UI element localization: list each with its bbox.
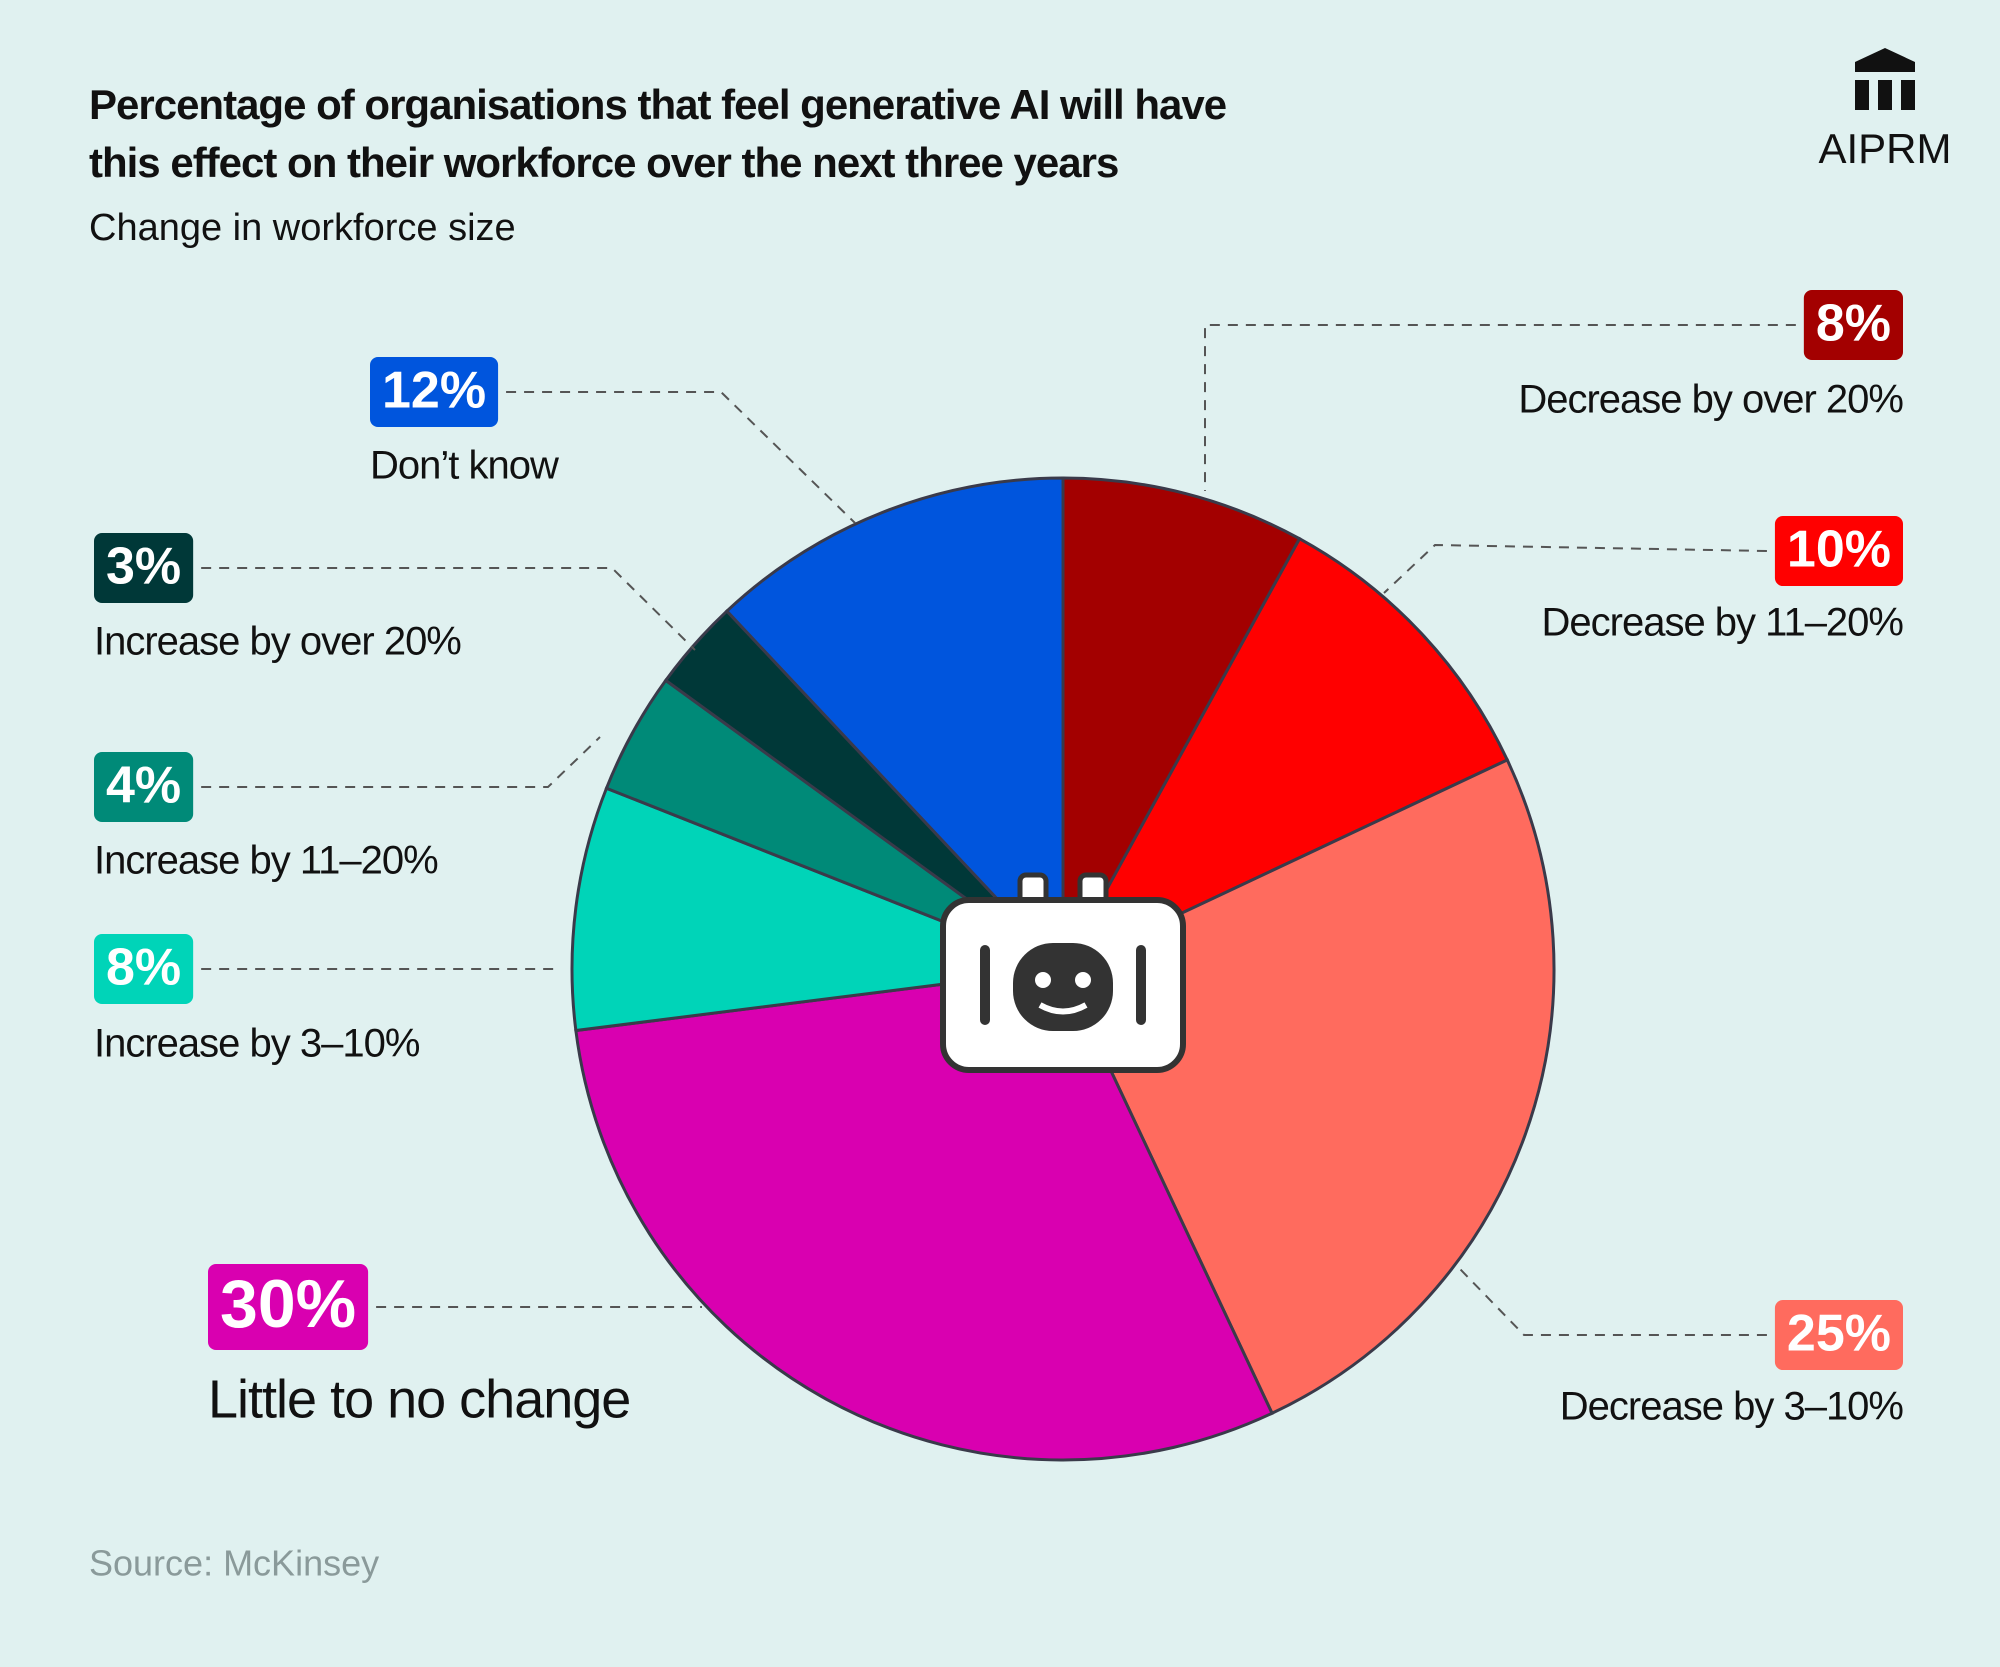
category-label: Little to no change — [208, 1369, 630, 1429]
value-label: 4% — [106, 757, 181, 815]
value-label-box — [1774, 516, 1903, 586]
value-label-box — [94, 533, 194, 603]
pie-slice — [574, 967, 1275, 1462]
value-label-box — [208, 1264, 369, 1350]
logo-icon — [1855, 48, 1915, 110]
value-label-box — [1774, 1300, 1903, 1370]
category-label: Increase by 3–10% — [94, 1022, 420, 1066]
value-label: 30% — [220, 1266, 356, 1342]
leader-line — [1383, 543, 1767, 594]
value-label: 10% — [1787, 521, 1891, 579]
chart-subtitle: Change in workforce size — [89, 207, 516, 249]
chart-title: Percentage of organisations that feel ge… — [89, 81, 1226, 128]
category-label: Decrease by 3–10% — [1560, 1385, 1904, 1429]
value-label: 12% — [382, 362, 486, 420]
category-label: Increase by 11–20% — [94, 839, 438, 883]
category-label: Increase by over 20% — [94, 620, 461, 664]
chart-title: this effect on their workforce over the … — [89, 139, 1118, 186]
value-label: 8% — [106, 939, 181, 997]
pie-slice — [724, 476, 1065, 973]
leader-line — [1459, 1268, 1767, 1336]
value-label: 8% — [1816, 295, 1891, 353]
value-label: 3% — [106, 538, 181, 596]
value-label-box — [1803, 290, 1903, 360]
category-label: Don’t know — [370, 444, 559, 488]
pie-slice — [1061, 476, 1302, 970]
logo-text: AIPRM — [1818, 125, 1951, 172]
center-icon — [940, 872, 1186, 1073]
leader-line — [201, 567, 696, 651]
category-label: Decrease by over 20% — [1518, 378, 1903, 422]
value-label: 25% — [1787, 1305, 1891, 1363]
value-label-box — [94, 934, 194, 1004]
source: Source: McKinsey — [89, 1543, 379, 1584]
value-label-box — [370, 357, 499, 427]
category-label: Decrease by 11–20% — [1542, 601, 1904, 645]
value-label-box — [94, 752, 194, 822]
pie-slice — [1059, 536, 1510, 973]
leader-line — [201, 736, 601, 788]
